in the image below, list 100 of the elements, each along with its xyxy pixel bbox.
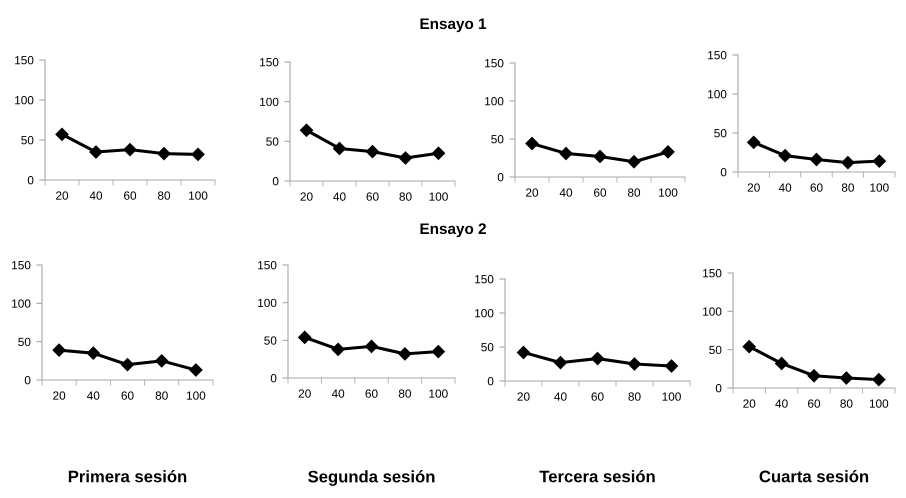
x-tick-label: 60 xyxy=(808,399,820,408)
y-tick-label: 100 xyxy=(703,307,722,316)
point xyxy=(593,150,607,164)
y-tick-label: 50 xyxy=(18,338,30,346)
point xyxy=(525,136,539,150)
y-tick-label: 150 xyxy=(258,261,276,270)
x-tick-label: 100 xyxy=(429,389,448,398)
x-tick-label: 40 xyxy=(90,191,102,200)
x-axis-title: Cuarta sesión xyxy=(760,470,868,482)
x-tick-label: 20 xyxy=(300,192,313,201)
x-tick-label: 60 xyxy=(124,191,136,200)
point xyxy=(189,363,202,377)
y-tick-label: 50 xyxy=(481,343,494,352)
x-tick-label: 20 xyxy=(526,188,538,197)
x-tick-label: 40 xyxy=(87,391,100,400)
point xyxy=(628,357,642,371)
point xyxy=(332,342,345,356)
x-tick-label: 60 xyxy=(592,392,604,401)
x-tick-label: 80 xyxy=(398,389,412,398)
point xyxy=(590,352,604,366)
point xyxy=(366,145,380,158)
point xyxy=(332,142,346,156)
x-tick-label: 100 xyxy=(430,192,448,201)
x-tick-label: 40 xyxy=(333,192,346,201)
y-tick-label: 50 xyxy=(491,135,504,144)
x-tick-label: 20 xyxy=(56,191,68,200)
point xyxy=(432,345,445,358)
y-tick-label: 50 xyxy=(709,346,722,354)
y-tick-label: 0 xyxy=(720,168,726,176)
y-tick-label: 150 xyxy=(703,269,722,278)
x-tick-label: 100 xyxy=(189,191,208,200)
x-tick-label: 100 xyxy=(870,183,889,192)
x-tick-label: 80 xyxy=(156,391,168,400)
point xyxy=(432,146,446,160)
point xyxy=(775,356,788,370)
point xyxy=(627,155,641,168)
y-tick-label: 0 xyxy=(716,384,722,392)
point xyxy=(807,369,821,382)
x-tick-label: 100 xyxy=(662,392,681,401)
x-tick-label: 20 xyxy=(298,389,311,398)
x-tick-label: 80 xyxy=(158,191,170,200)
x-tick-label: 100 xyxy=(659,188,678,197)
point xyxy=(840,371,853,385)
x-tick-label: 80 xyxy=(842,183,854,192)
point xyxy=(123,143,137,156)
x-tick-label: 40 xyxy=(332,389,344,398)
point xyxy=(364,340,378,353)
text: Ensayo 2 xyxy=(420,223,486,238)
point xyxy=(55,128,69,141)
point xyxy=(554,356,568,370)
x-tick-label: 20 xyxy=(743,399,756,408)
y-tick-label: 150 xyxy=(15,56,34,64)
y-tick-label: 100 xyxy=(12,299,30,308)
x-tick-label: 40 xyxy=(778,183,792,192)
x-tick-label: 40 xyxy=(554,392,567,401)
point xyxy=(661,145,675,159)
point xyxy=(664,359,678,373)
point xyxy=(872,154,886,168)
y-tick-label: 100 xyxy=(708,90,726,98)
y-tick-label: 0 xyxy=(488,377,494,386)
x-tick-label: 100 xyxy=(186,391,206,400)
x-tick-label: 60 xyxy=(810,183,823,192)
y-tick-label: 150 xyxy=(708,51,726,60)
x-tick-label: 20 xyxy=(53,391,66,400)
point xyxy=(516,346,530,360)
y-tick-label: 150 xyxy=(12,261,30,270)
point xyxy=(747,136,760,149)
point xyxy=(778,149,792,162)
y-tick-label: 150 xyxy=(260,58,278,66)
x-tick-label: 80 xyxy=(399,192,412,201)
x-tick-label: 60 xyxy=(122,391,134,400)
y-tick-label: 100 xyxy=(258,298,276,308)
x-tick-label: 80 xyxy=(840,399,853,408)
x-axis-title: Tercera sesión xyxy=(539,470,655,482)
point xyxy=(398,151,412,165)
y-tick-label: 0 xyxy=(498,173,504,182)
y-tick-label: 100 xyxy=(485,97,504,106)
y-tick-label: 0 xyxy=(270,374,276,382)
y-tick-label: 0 xyxy=(24,376,30,384)
point xyxy=(742,340,756,354)
point xyxy=(300,124,314,137)
x-tick-label: 60 xyxy=(366,192,379,201)
point xyxy=(191,148,205,161)
x-tick-label: 40 xyxy=(775,399,788,408)
y-tick-label: 150 xyxy=(475,275,494,284)
point xyxy=(52,344,66,357)
x-tick-label: 80 xyxy=(628,392,641,401)
y-tick-label: 50 xyxy=(264,336,276,345)
point xyxy=(120,358,134,372)
y-tick-label: 50 xyxy=(714,129,726,138)
x-axis-title: Primera sesión xyxy=(68,470,186,482)
y-tick-label: 0 xyxy=(272,177,278,186)
point xyxy=(398,347,412,360)
y-tick-label: 50 xyxy=(266,137,278,146)
point xyxy=(89,145,103,159)
point xyxy=(810,152,824,166)
x-tick-label: 80 xyxy=(628,188,640,197)
y-tick-label: 50 xyxy=(21,136,34,144)
point xyxy=(841,156,854,170)
x-tick-label: 100 xyxy=(870,399,888,408)
